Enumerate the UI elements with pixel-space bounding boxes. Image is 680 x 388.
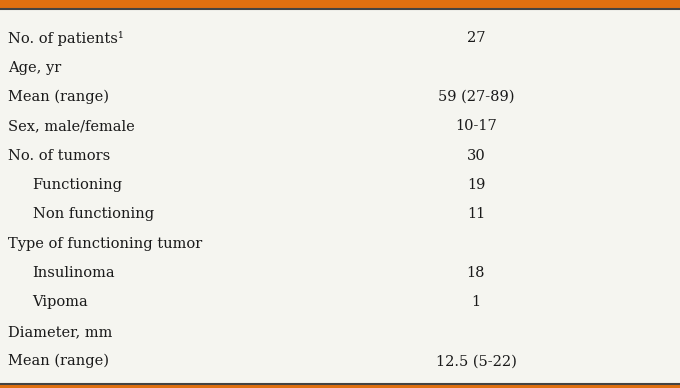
Bar (0, 0, 680, 9)
Text: Mean (range): Mean (range) (8, 90, 109, 104)
Text: 11: 11 (467, 208, 485, 222)
Text: Non functioning: Non functioning (33, 208, 154, 222)
Text: 59 (27-89): 59 (27-89) (438, 90, 514, 104)
Text: 18: 18 (466, 266, 486, 280)
Text: 10-17: 10-17 (455, 120, 497, 133)
Text: Mean (range): Mean (range) (8, 354, 109, 368)
Text: 30: 30 (466, 149, 486, 163)
Text: No. of patients¹: No. of patients¹ (8, 31, 124, 46)
Text: 12.5 (5-22): 12.5 (5-22) (436, 354, 516, 368)
Text: Vipoma: Vipoma (33, 296, 88, 310)
Text: Diameter, mm: Diameter, mm (8, 325, 112, 339)
Text: No. of tumors: No. of tumors (8, 149, 110, 163)
Text: Insulinoma: Insulinoma (33, 266, 116, 280)
Text: Type of functioning tumor: Type of functioning tumor (8, 237, 203, 251)
Text: Functioning: Functioning (33, 178, 122, 192)
Text: 19: 19 (466, 178, 486, 192)
Text: Age, yr: Age, yr (8, 61, 61, 74)
Text: Sex, male/female: Sex, male/female (8, 120, 135, 133)
Text: 1: 1 (471, 296, 481, 310)
Text: 27: 27 (466, 31, 486, 45)
Bar (0, 384, 680, 388)
